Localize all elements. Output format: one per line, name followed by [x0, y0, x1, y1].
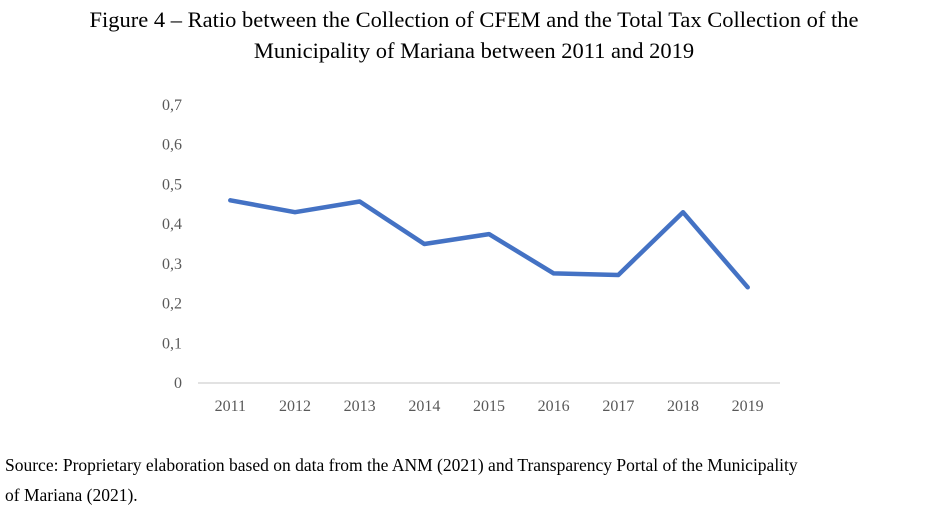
x-tick-label: 2011	[215, 398, 246, 415]
y-axis: 0 0,1 0,2 0,3 0,4 0,5 0,6 0,7	[162, 97, 182, 392]
x-tick-label: 2013	[344, 398, 376, 415]
x-tick-label: 2014	[408, 398, 440, 415]
y-tick-label: 0,5	[162, 176, 182, 193]
series-line	[230, 200, 747, 287]
x-tick-label: 2018	[667, 398, 699, 415]
y-tick-label: 0,2	[162, 296, 182, 313]
y-tick-label: 0,6	[162, 137, 182, 154]
y-tick-label: 0,3	[162, 256, 182, 273]
y-tick-label: 0,1	[162, 335, 182, 352]
figure-source: Source: Proprietary elaboration based on…	[5, 450, 945, 510]
y-tick-label: 0	[174, 375, 182, 392]
source-line-2: of Mariana (2021).	[5, 480, 945, 510]
x-tick-label: 2015	[473, 398, 505, 415]
x-tick-label: 2019	[732, 398, 764, 415]
x-axis: 2011 2012 2013 2014 2015 2016 2017 2018 2019	[215, 398, 764, 415]
series-group	[230, 200, 748, 287]
y-tick-label: 0,7	[162, 97, 182, 114]
source-line-1: Source: Proprietary elaboration based on…	[5, 450, 945, 480]
x-tick-label: 2017	[602, 398, 634, 415]
x-tick-label: 2016	[538, 398, 570, 415]
x-tick-label: 2012	[279, 398, 311, 415]
y-tick-label: 0,4	[162, 216, 182, 233]
